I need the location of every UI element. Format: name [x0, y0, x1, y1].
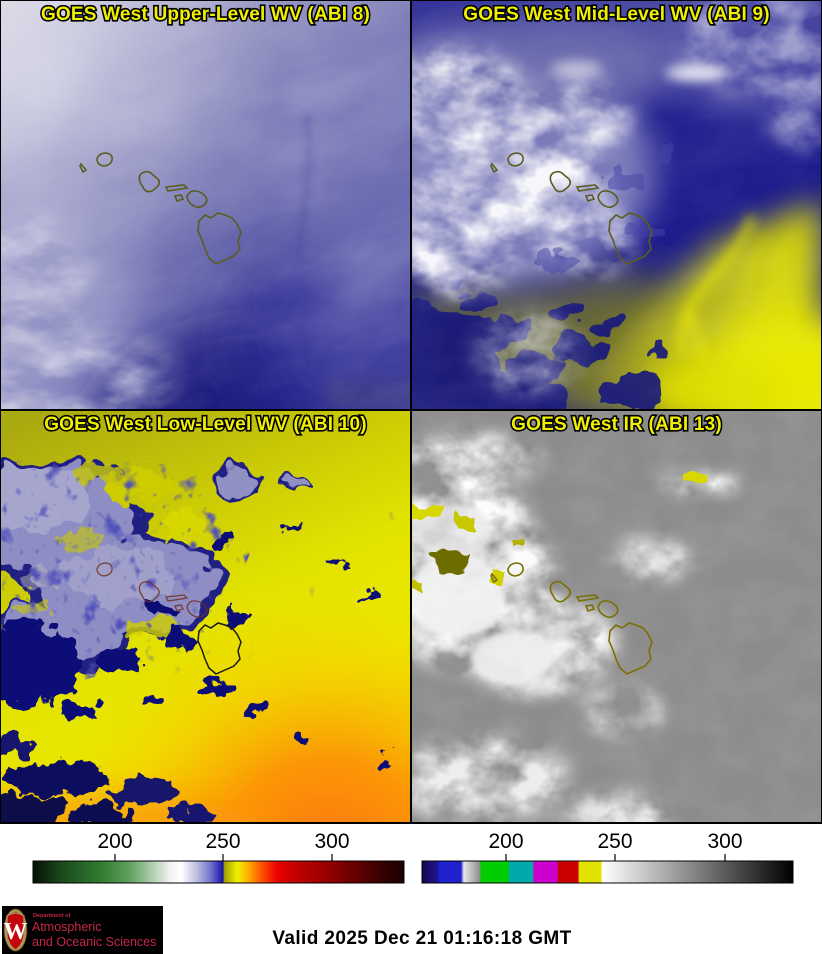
svg-text:Department of: Department of [33, 913, 70, 919]
svg-text:and Oceanic Sciences: and Oceanic Sciences [32, 935, 156, 949]
svg-text:Atmospheric: Atmospheric [32, 920, 101, 934]
svg-text:W: W [4, 919, 28, 945]
